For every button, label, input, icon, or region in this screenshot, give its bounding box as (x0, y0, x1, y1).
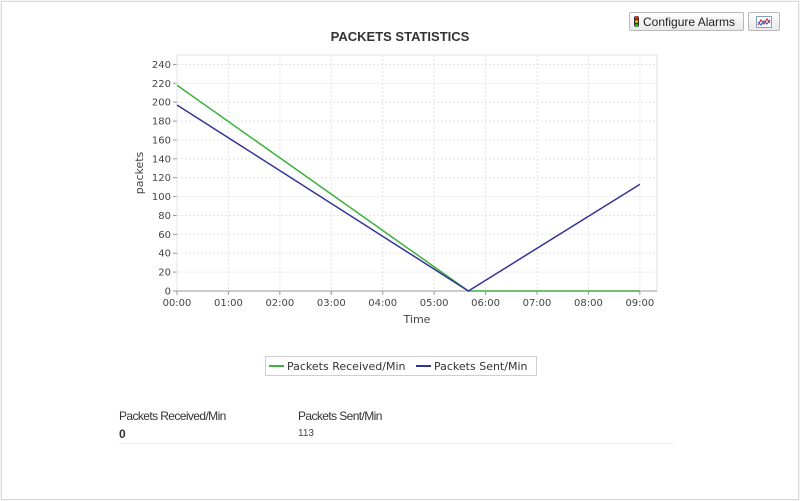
x-tick-label: 00:00 (163, 298, 192, 309)
x-tick-label: 01:00 (214, 298, 243, 309)
y-tick-label: 120 (152, 173, 171, 184)
y-tick-label: 40 (158, 249, 171, 260)
line-chart-icon (756, 15, 772, 28)
configure-alarms-button[interactable]: Configure Alarms (629, 12, 744, 31)
y-tick-label: 0 (165, 287, 171, 298)
packets-sent-label: Packets Sent/Min (298, 409, 382, 423)
y-tick-label: 60 (158, 230, 171, 241)
chart-title: PACKETS STATISTICS (331, 29, 470, 44)
packets-sent-value: 113 (298, 428, 314, 439)
y-tick-label: 240 (152, 60, 171, 71)
packets-received-label: Packets Received/Min (119, 409, 226, 423)
y-tick-label: 20 (158, 268, 171, 279)
plot-area (176, 54, 658, 292)
y-axis-label: packets (133, 151, 146, 194)
y-tick-label: 160 (152, 135, 171, 146)
x-axis-label: Time (403, 313, 431, 326)
traffic-light-icon (634, 16, 639, 27)
x-tick-label: 03:00 (317, 298, 346, 309)
chart-legend (265, 356, 537, 376)
x-tick-label: 09:00 (625, 298, 654, 309)
y-tick-label: 180 (152, 117, 171, 128)
legend-label-2: Packets Sent/Min (434, 360, 528, 373)
legend-label-1: Packets Received/Min (287, 360, 406, 373)
configure-alarms-label: Configure Alarms (643, 14, 736, 29)
y-tick-label: 200 (152, 98, 171, 109)
y-tick-label: 100 (152, 192, 171, 203)
chart-type-button[interactable] (748, 12, 780, 31)
y-tick-label: 140 (152, 154, 171, 165)
x-tick-label: 08:00 (574, 298, 603, 309)
packets-received-value: 0 (119, 427, 126, 441)
stats-divider (119, 443, 674, 444)
series-line-2 (176, 104, 641, 292)
x-tick-label: 02:00 (265, 298, 294, 309)
x-tick-label: 05:00 (420, 298, 449, 309)
x-tick-label: 04:00 (368, 298, 397, 309)
y-tick-label: 220 (152, 79, 171, 90)
x-tick-label: 06:00 (471, 298, 500, 309)
y-tick-label: 80 (158, 211, 171, 222)
x-tick-label: 07:00 (523, 298, 552, 309)
